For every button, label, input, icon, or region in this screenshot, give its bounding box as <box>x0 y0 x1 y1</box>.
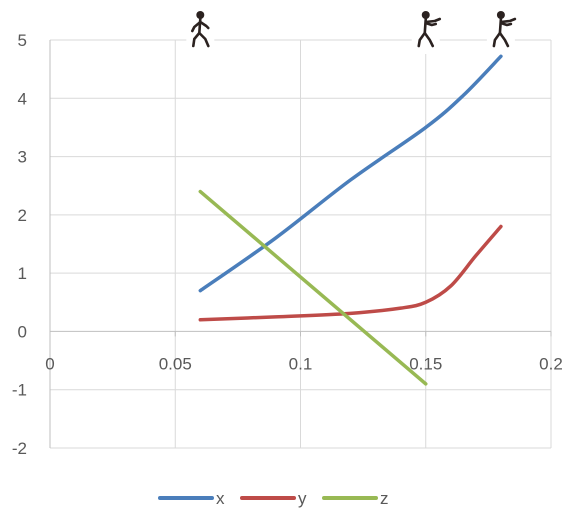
stick-figure-walking-icon <box>186 8 215 54</box>
x-tick-label: 0.1 <box>289 354 313 373</box>
figure-markers <box>186 8 517 54</box>
figure-arm <box>191 20 202 33</box>
y-tick-label: 5 <box>18 31 27 50</box>
y-tick-label: 4 <box>18 89 27 108</box>
series-line-x <box>198 54 503 293</box>
y-tick-label: -2 <box>12 439 27 458</box>
figure-leg <box>417 31 427 48</box>
figure-leg <box>192 31 201 48</box>
figure-head <box>196 11 205 19</box>
y-tick-label: -1 <box>12 381 27 400</box>
figure-leg <box>492 31 502 48</box>
stick-figure-pointing-icon <box>486 8 517 54</box>
figure-arm <box>424 21 438 27</box>
figure-leg <box>423 31 435 48</box>
legend-label-x: x <box>216 489 225 508</box>
x-tick-label: 0.15 <box>409 354 442 373</box>
series-lines <box>198 54 503 386</box>
x-tick-label: 0 <box>45 354 54 373</box>
figure-leg <box>498 31 510 48</box>
x-tick-label: 0.2 <box>539 354 563 373</box>
y-tick-label: 3 <box>18 148 27 167</box>
figure-leg <box>198 31 210 48</box>
series-line-z <box>198 189 428 386</box>
figure-head <box>421 11 430 19</box>
gridlines <box>50 39 552 449</box>
x-tick-label: 0.05 <box>159 354 192 373</box>
figure-arm <box>499 17 517 24</box>
legend-label-y: y <box>298 489 307 508</box>
y-tick-labels: -2 -1 0 1 2 3 4 5 <box>12 31 27 458</box>
x-tick-labels: 0 0.05 0.1 0.15 0.2 <box>45 354 563 373</box>
y-tick-label: 0 <box>18 322 27 341</box>
figure-arm <box>199 20 210 30</box>
figure-head <box>496 11 505 19</box>
y-tick-label: 1 <box>18 264 27 283</box>
zero-axes <box>49 40 552 448</box>
series-line-y <box>198 224 503 322</box>
stick-figure-pointing-icon <box>411 8 442 54</box>
legend: x y z <box>158 489 389 508</box>
y-tick-label: 2 <box>18 206 27 225</box>
figure-arm <box>499 21 513 27</box>
figure-arm <box>424 17 442 24</box>
legend-label-z: z <box>380 489 389 508</box>
